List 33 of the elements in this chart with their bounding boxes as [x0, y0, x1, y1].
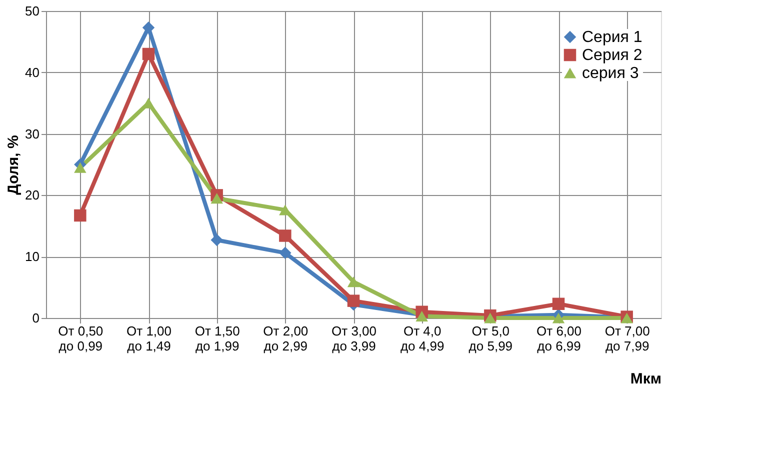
x-tick-label: От 7,00 до 7,99	[604, 324, 650, 354]
x-tick-label: От 1,50 до 1,99	[194, 324, 240, 354]
point	[210, 234, 223, 246]
point	[142, 48, 155, 60]
y-axis-title: Доля, %	[5, 135, 22, 195]
point	[484, 312, 496, 324]
point	[142, 21, 155, 34]
point	[210, 192, 223, 204]
x-tick-label: От 1,00 до 1,49	[126, 324, 172, 354]
point	[279, 230, 292, 242]
point	[74, 162, 86, 173]
y-tick-label: 0	[32, 310, 40, 326]
y-tick-label: 40	[25, 64, 40, 80]
x-tick-label: От 0,50 до 0,99	[58, 324, 104, 354]
legend-label: Серия 1	[582, 29, 642, 46]
x-tick-label: От 2,00 до 2,99	[263, 324, 308, 354]
legend-label: серия 3	[582, 65, 639, 82]
y-tick-label: 20	[25, 188, 40, 203]
legend-label: Серия 2	[582, 47, 642, 64]
point	[279, 246, 292, 260]
y-tick-label: 30	[25, 126, 40, 142]
y-tick-label: 10	[25, 249, 40, 264]
x-axis-title: Мкм	[630, 370, 662, 388]
point	[552, 312, 565, 324]
x-tick-label: От 4,0 до 4,99	[400, 324, 444, 354]
x-tick-label: От 6,00 до 6,99	[536, 324, 582, 354]
y-tick-label: 50	[25, 4, 40, 18]
point	[552, 298, 565, 310]
x-tick-label: От 5,0 до 5,99	[468, 324, 513, 354]
point	[347, 294, 360, 307]
x-tick-label: От 3,00 до 3,99	[332, 324, 376, 354]
point	[74, 209, 86, 222]
point	[347, 276, 360, 288]
